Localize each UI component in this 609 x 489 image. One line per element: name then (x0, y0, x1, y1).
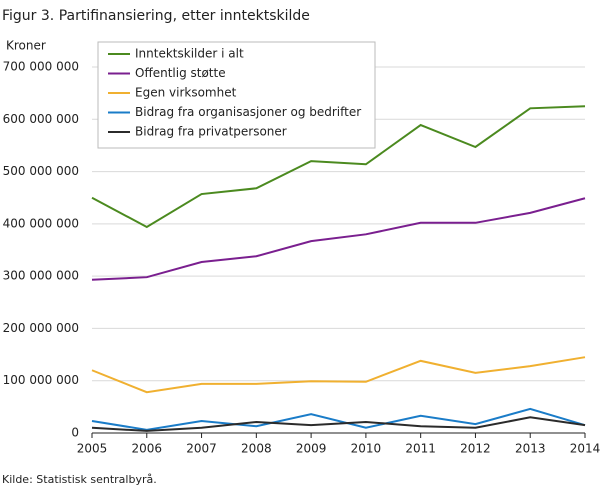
legend-label: Bidrag fra organisasjoner og bedrifter (135, 105, 361, 119)
chart-title: Figur 3. Partifinansiering, etter inntek… (2, 8, 310, 24)
y-tick-label: 100 000 000 (3, 373, 79, 387)
x-tick-label: 2010 (351, 442, 382, 456)
series-line (91, 356, 586, 394)
source: Kilde: Statistisk sentralbyrå. (2, 473, 157, 486)
y-axis-label: Kroner (6, 39, 46, 53)
y-tick-label: 200 000 000 (3, 321, 79, 335)
series-line (91, 105, 586, 229)
y-tick-label: 700 000 000 (3, 60, 79, 74)
y-tick-label: 0 (71, 426, 79, 440)
series-line (91, 416, 586, 432)
y-tick-label: 600 000 000 (3, 112, 79, 126)
x-tick-label: 2014 (570, 442, 601, 456)
x-tick-label: 2013 (515, 442, 546, 456)
legend-box (97, 41, 376, 149)
x-tick-label: 2006 (132, 442, 163, 456)
legend-label: Egen virksomhet (135, 86, 237, 100)
x-tick-label: 2012 (460, 442, 491, 456)
legend-label: Inntektskilder i alt (135, 47, 244, 61)
series-line (91, 407, 586, 431)
y-tick-label: 500 000 000 (3, 164, 79, 178)
x-tick-label: 2011 (405, 442, 436, 456)
y-tick-label: 400 000 000 (3, 216, 79, 230)
x-tick-label: 2005 (77, 442, 108, 456)
series-line (91, 197, 586, 281)
x-tick-label: 2007 (186, 442, 217, 456)
legend-label: Bidrag fra privatpersoner (135, 125, 287, 139)
x-tick-label: 2009 (296, 442, 327, 456)
legend-label: Offentlig støtte (135, 66, 226, 80)
y-tick-label: 300 000 000 (3, 269, 79, 283)
x-tick-label: 2008 (241, 442, 272, 456)
